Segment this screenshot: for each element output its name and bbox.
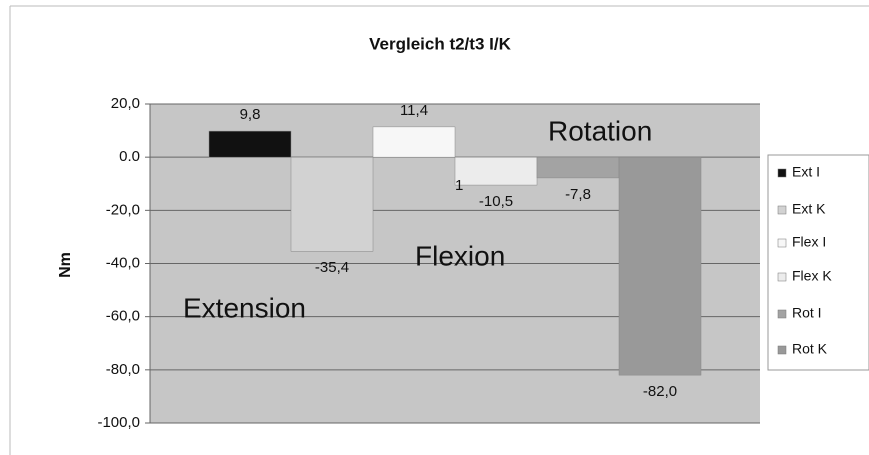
y-tick-label: -40,0 [106,254,140,271]
legend-label: Flex I [792,234,826,250]
legend-label: Ext K [792,201,826,217]
data-label: 11,4 [400,102,428,119]
data-label: 9,8 [240,106,261,123]
y-tick-label: 0.0 [119,148,140,165]
legend-swatch [777,272,787,282]
y-tick-label: -20,0 [106,201,140,218]
bar [618,156,702,376]
data-label: -7,8 [565,186,591,203]
data-label: -35,4 [315,259,349,276]
y-tick-label: -100,0 [97,414,140,431]
chart-title: Vergleich t2/t3 I/K [369,34,511,53]
bar [290,156,374,252]
data-label: -82,0 [643,383,677,400]
bar [454,156,538,186]
legend-label: Ext I [792,164,820,180]
y-tick-label: -80,0 [106,361,140,378]
legend-swatch [777,168,787,178]
legend-swatch [777,309,787,319]
data-label: -10,5 [479,193,513,210]
legend-label: Rot K [792,341,828,357]
bar [208,130,292,158]
legend-swatch [777,238,787,248]
annotation: Flexion [415,240,505,271]
legend-label: Flex K [792,268,832,284]
bar [536,156,620,179]
legend [767,154,869,371]
annotation: Rotation [548,115,652,146]
y-axis-label: Nm [57,252,74,278]
y-tick-label: 20,0 [111,95,140,112]
bar [372,126,456,158]
annotation: Extension [183,292,306,323]
legend-label: Rot I [792,305,822,321]
legend-swatch [777,205,787,215]
annotation: 1 [455,177,463,194]
legend-swatch [777,345,787,355]
y-tick-label: -60,0 [106,308,140,325]
